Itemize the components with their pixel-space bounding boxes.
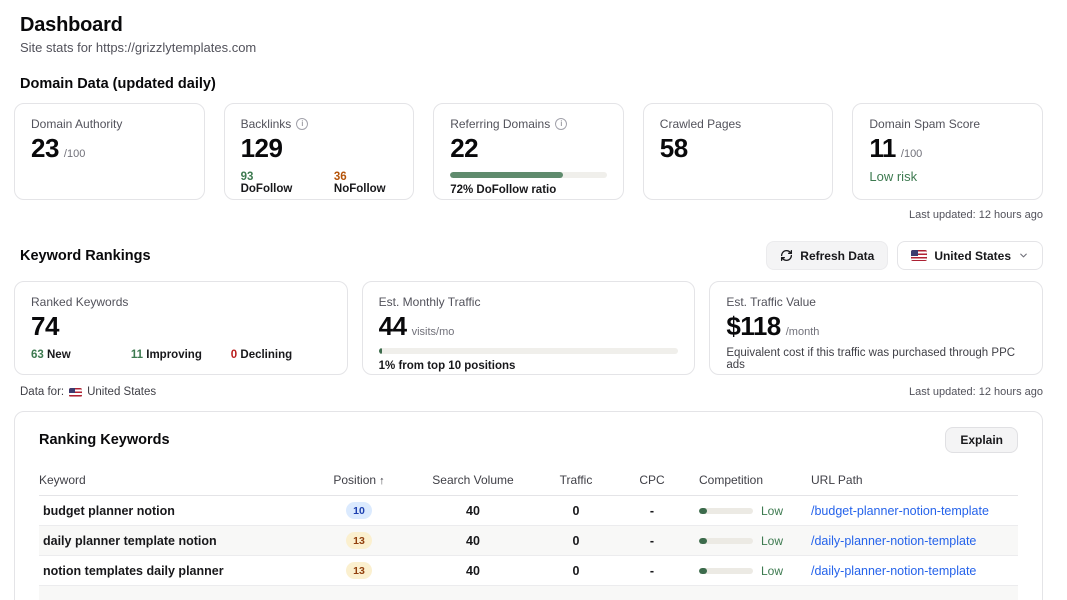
- search-volume-cell: 40: [466, 563, 480, 578]
- chevron-down-icon: [1018, 250, 1029, 261]
- backlinks-value: 129: [240, 133, 283, 163]
- dofollow-ratio-caption: 72% DoFollow ratio: [450, 184, 557, 197]
- keyword-rankings-heading: Keyword Rankings: [20, 247, 151, 264]
- top10-traffic-caption: 1% from top 10 positions: [378, 360, 516, 373]
- monthly-traffic-card: Est. Monthly Traffic 44 visits/mo 1% fro…: [361, 281, 696, 375]
- keyword-cell: daily planner template notion: [43, 533, 217, 548]
- nofollow-stat: 36 NoFollow: [333, 171, 386, 196]
- column-header-cpc[interactable]: CPC: [639, 473, 665, 487]
- referring-domains-label: Referring Domains: [450, 117, 551, 131]
- info-icon[interactable]: [555, 118, 568, 130]
- dofollow-stat: 93 DoFollow: [240, 171, 293, 196]
- monthly-traffic-suffix: visits/mo: [411, 326, 455, 338]
- table-row: daily planner template notion 13 40 0 - …: [39, 525, 1018, 555]
- page-subtitle: Site stats for https://grizzlytemplates.…: [20, 40, 257, 55]
- spam-score-value: 11: [869, 133, 896, 163]
- spam-score-label: Domain Spam Score: [869, 117, 981, 131]
- cpc-cell: -: [649, 503, 655, 518]
- column-header-url-path[interactable]: URL Path: [811, 473, 863, 487]
- traffic-value-label: Est. Traffic Value: [726, 295, 816, 309]
- traffic-cell: 0: [572, 503, 580, 518]
- referring-domains-value: 22: [450, 133, 479, 163]
- data-for-indicator: Data for: United States: [20, 386, 157, 398]
- competition-label: Low: [761, 563, 784, 578]
- crawled-pages-label: Crawled Pages: [659, 117, 742, 131]
- ranking-keywords-title: Ranking Keywords: [39, 432, 170, 448]
- refresh-data-button[interactable]: Refresh Data: [766, 241, 889, 270]
- domain-data-heading: Domain Data (updated daily): [20, 76, 216, 92]
- traffic-cell: 0: [572, 533, 580, 548]
- table-row: notion templates daily planner 13 40 0 -…: [39, 555, 1018, 585]
- search-volume-cell: 40: [466, 533, 480, 548]
- position-badge: 10: [346, 502, 372, 519]
- domain-authority-value: 23: [31, 133, 59, 163]
- ranking-keywords-card: Ranking Keywords Explain Keyword Position…: [14, 411, 1043, 600]
- traffic-value-value: $118: [726, 311, 781, 341]
- competition-label: Low: [761, 503, 784, 518]
- domain-cards-row: Domain Authority 23 /100 Backlinks 129 9…: [14, 103, 1043, 200]
- table-row-partial: [39, 585, 1018, 600]
- spam-risk-badge: Low risk: [869, 169, 918, 185]
- competition-bar: [699, 507, 753, 514]
- keywords-last-updated: Last updated: 12 hours ago: [909, 386, 1043, 398]
- competition-bar: [699, 567, 753, 574]
- monthly-traffic-label: Est. Monthly Traffic: [378, 295, 481, 309]
- page-title: Dashboard: [20, 14, 123, 36]
- backlinks-label: Backlinks: [240, 117, 292, 131]
- column-header-competition[interactable]: Competition: [699, 473, 764, 487]
- url-path-link[interactable]: /daily-planner-notion-template: [811, 533, 977, 548]
- domain-authority-label: Domain Authority: [31, 117, 123, 131]
- domain-authority-card: Domain Authority 23 /100: [14, 103, 205, 200]
- column-header-keyword[interactable]: Keyword: [39, 473, 86, 487]
- table-header-row: Keyword Position ↑ Search Volume Traffic CPC…: [39, 467, 1018, 495]
- crawled-pages-card: Crawled Pages 58: [642, 103, 834, 200]
- sort-arrow-icon: ↑: [376, 475, 385, 487]
- new-keywords-stat: 63 New: [31, 349, 71, 362]
- explain-button[interactable]: Explain: [945, 427, 1018, 453]
- crawled-pages-value: 58: [659, 133, 688, 163]
- search-volume-cell: 40: [466, 503, 480, 518]
- refresh-icon: [780, 249, 793, 262]
- keyword-cards-row: Ranked Keywords 74 63 New 11 Improving 0…: [14, 281, 1043, 375]
- country-selector[interactable]: United States: [897, 241, 1043, 270]
- keyword-cell: notion templates daily planner: [43, 563, 224, 578]
- traffic-cell: 0: [572, 563, 580, 578]
- position-badge: 13: [346, 562, 372, 579]
- url-path-link[interactable]: /daily-planner-notion-template: [811, 563, 977, 578]
- info-icon[interactable]: [296, 118, 309, 130]
- table-row: budget planner notion 10 40 0 - Low /bud…: [39, 495, 1018, 525]
- table-body: budget planner notion 10 40 0 - Low /bud…: [39, 495, 1018, 585]
- column-header-position[interactable]: Position ↑: [333, 473, 385, 487]
- column-header-traffic[interactable]: Traffic: [559, 473, 593, 487]
- competition-label: Low: [761, 533, 784, 548]
- competition-bar: [699, 537, 753, 544]
- declining-keywords-stat: 0 Declining: [230, 349, 293, 362]
- traffic-value-suffix: /month: [785, 326, 820, 338]
- cpc-cell: -: [649, 533, 655, 548]
- url-path-link[interactable]: /budget-planner-notion-template: [811, 503, 989, 518]
- domain-last-updated: Last updated: 12 hours ago: [909, 209, 1043, 221]
- dofollow-ratio-bar: [450, 172, 607, 179]
- traffic-value-description: Equivalent cost if this traffic was purc…: [726, 347, 1016, 372]
- spam-score-card: Domain Spam Score 11 /100 Low risk: [852, 103, 1043, 200]
- cpc-cell: -: [649, 563, 655, 578]
- keyword-cell: budget planner notion: [43, 503, 175, 518]
- top10-traffic-bar: [378, 348, 679, 355]
- spam-score-suffix: /100: [900, 148, 923, 160]
- domain-authority-suffix: /100: [63, 148, 86, 160]
- column-header-search-volume[interactable]: Search Volume: [432, 473, 514, 487]
- ranked-keywords-label: Ranked Keywords: [31, 295, 129, 309]
- us-flag-icon: [69, 387, 83, 397]
- position-badge: 13: [346, 532, 372, 549]
- referring-domains-card: Referring Domains 22 72% DoFollow ratio: [433, 103, 624, 200]
- traffic-value-card: Est. Traffic Value $118 /month Equivalen…: [709, 281, 1043, 375]
- improving-keywords-stat: 11 Improving: [130, 349, 202, 362]
- ranked-keywords-card: Ranked Keywords 74 63 New 11 Improving 0…: [14, 281, 348, 375]
- ranked-keywords-value: 74: [31, 311, 59, 341]
- backlinks-card: Backlinks 129 93 DoFollow 36 NoFollow: [223, 103, 415, 200]
- monthly-traffic-value: 44: [378, 311, 407, 341]
- us-flag-icon: [911, 250, 928, 261]
